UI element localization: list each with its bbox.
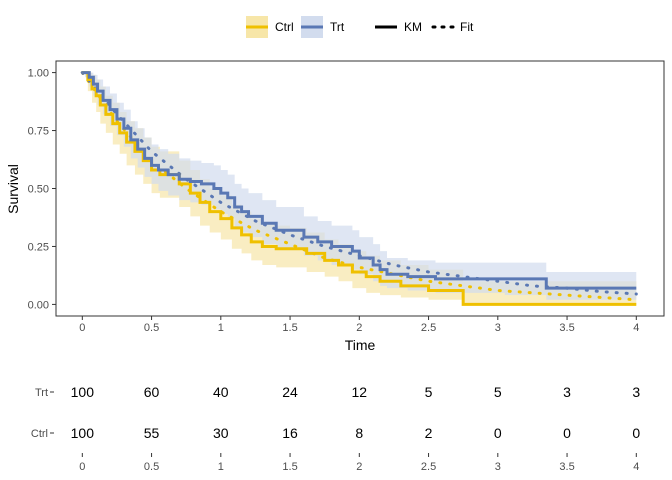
y-tick-label: 0.50: [28, 184, 49, 196]
risk-value: 12: [352, 384, 368, 400]
risk-value: 100: [71, 425, 95, 441]
y-tick-label: 1.00: [28, 68, 49, 80]
km-line-trt: [82, 71, 637, 290]
risk-value: 3: [632, 384, 640, 400]
risk-value: 3: [563, 384, 571, 400]
risk-time-label: 2.5: [421, 461, 436, 473]
fit-line-ctrl: [80, 71, 638, 302]
risk-row-label: Trt: [35, 387, 48, 399]
risk-time-label: 3.5: [559, 461, 574, 473]
risk-time-label: 2: [356, 461, 362, 473]
risk-value: 0: [563, 425, 571, 441]
km-lines: [82, 71, 637, 306]
risk-time-label: 1.5: [282, 461, 297, 473]
y-axis: 0.00 0.25 0.50 0.75 1.00: [28, 68, 56, 311]
x-axis-title: Time: [345, 337, 376, 353]
x-tick-label: 0.5: [144, 322, 159, 334]
risk-value: 55: [144, 425, 160, 441]
legend-label-ctrl: Ctrl: [275, 20, 294, 34]
y-axis-title: Survival: [5, 164, 21, 214]
x-tick-label: 3: [495, 322, 501, 334]
risk-time-label: 1: [218, 461, 224, 473]
risk-value: 60: [144, 384, 160, 400]
risk-value: 0: [632, 425, 640, 441]
y-tick-label: 0.75: [28, 126, 49, 138]
risk-value: 0: [494, 425, 502, 441]
risk-value: 24: [282, 384, 298, 400]
risk-value: 5: [425, 384, 433, 400]
risk-time-label: 0.5: [144, 461, 159, 473]
x-tick-label: 1.5: [282, 322, 297, 334]
x-tick-label: 1: [218, 322, 224, 334]
risk-value: 100: [71, 384, 95, 400]
km-line-ctrl: [82, 71, 637, 306]
risk-value: 16: [282, 425, 298, 441]
risk-time-label: 4: [633, 461, 639, 473]
x-tick-label: 3.5: [559, 322, 574, 334]
y-tick-label: 0.25: [28, 241, 49, 253]
x-axis: 0 0.5 1 1.5 2 2.5 3 3.5 4: [79, 316, 639, 334]
x-tick-label: 2: [356, 322, 362, 334]
legend: Ctrl Trt KM Fit: [246, 16, 474, 38]
risk-value: 8: [355, 425, 363, 441]
risk-value: 30: [213, 425, 229, 441]
risk-value: 40: [213, 384, 229, 400]
x-tick-label: 4: [633, 322, 639, 334]
risk-row-label: Ctrl: [31, 428, 48, 440]
risk-value: 2: [425, 425, 433, 441]
legend-label-trt: Trt: [330, 20, 345, 34]
legend-label-km: KM: [404, 20, 422, 34]
x-tick-label: 2.5: [421, 322, 436, 334]
risk-time-label: 0: [79, 461, 85, 473]
y-tick-label: 0.00: [28, 299, 49, 311]
x-tick-label: 0: [79, 322, 85, 334]
risk-time-label: 3: [495, 461, 501, 473]
legend-label-fit: Fit: [460, 20, 474, 34]
risk-value: 5: [494, 384, 502, 400]
